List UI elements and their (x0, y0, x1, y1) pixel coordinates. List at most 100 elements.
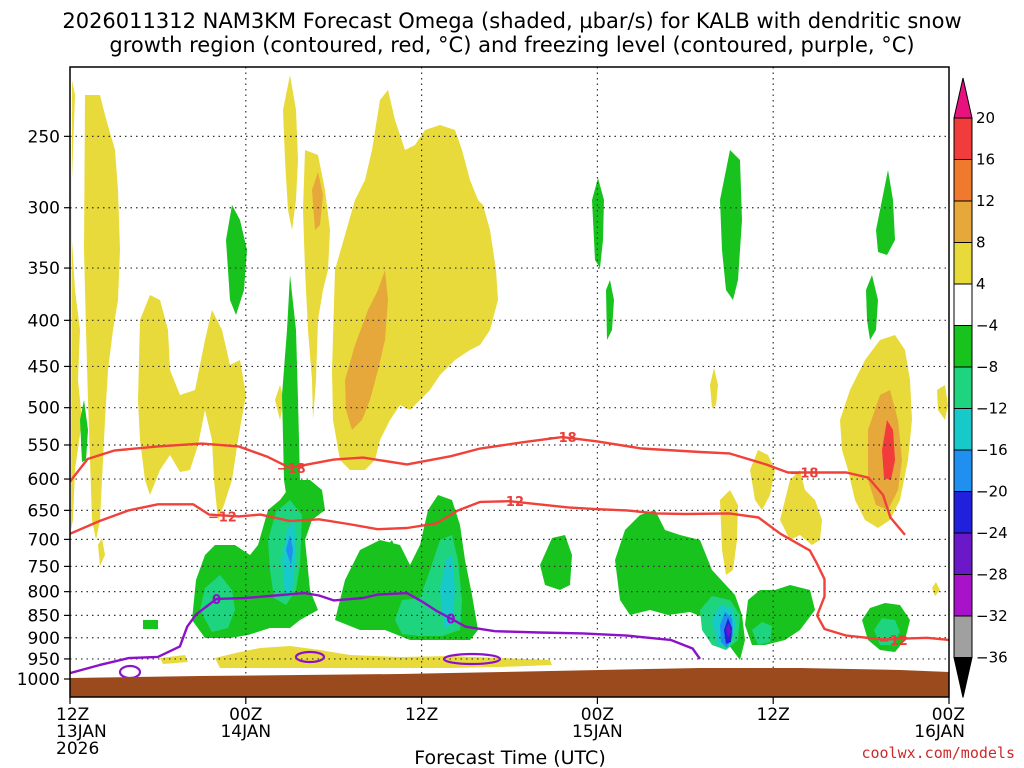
x-tick-label: 12Z (405, 705, 438, 725)
freezing-level-pocket (442, 652, 502, 666)
x-tick-label: 00Z (932, 705, 965, 725)
colorbar-tick-label: 16 (976, 151, 995, 169)
omega-region-teal-left (200, 575, 235, 632)
omega-region-yellow-small-1 (275, 385, 284, 420)
colorbar-tick-label: 12 (976, 192, 995, 210)
y-tick-label: 600 (28, 470, 60, 490)
omega-region-cyan-core-2 (440, 555, 455, 628)
colorbar-bin (953, 283, 973, 326)
x-tick-label: 16JAN (914, 722, 965, 742)
colorbar-tick-label: −8 (976, 358, 998, 376)
omega-region-green-upper-mid (592, 178, 604, 268)
colorbar-bin (953, 532, 973, 575)
y-tick-label: 1000 (17, 670, 60, 690)
omega-region-purple-core (726, 623, 731, 638)
omega-region-green-upper-left (80, 400, 88, 462)
colorbar-tick-label: 20 (976, 109, 995, 127)
colorbar-bin (953, 449, 973, 492)
colorbar-bin (953, 117, 973, 160)
omega-region-green-small-left (143, 620, 158, 629)
contour-label: −12 (879, 634, 908, 649)
y-tick-label: 900 (28, 629, 60, 649)
y-tick-label: 650 (28, 501, 60, 521)
y-tick-label: 300 (28, 199, 60, 219)
colorbar-tick-label: −4 (976, 317, 998, 335)
terrain (70, 668, 949, 697)
colorbar-bin (953, 491, 973, 534)
colorbar-bin (953, 242, 973, 285)
contour-minus18 (70, 435, 906, 536)
omega-region-yellow-spike-1 (283, 75, 298, 230)
x-tick-label: 12Z (757, 705, 790, 725)
chart-title-line-2: growth region (contoured, red, °C) and f… (109, 33, 914, 57)
contour-lines: −18 −18 −18 −12 −12 −12 0 0 (70, 431, 949, 680)
omega-region-green-blob-1 (540, 535, 572, 590)
contour-label: −18 (277, 462, 306, 477)
colorbar-tick-label: −20 (976, 483, 1008, 501)
y-tick-label: 500 (28, 399, 60, 419)
y-tick-label: 550 (28, 436, 60, 456)
x-tick-label: 2026 (56, 739, 99, 759)
y-tick-label: 350 (28, 259, 60, 279)
colorbar-bin-top (953, 77, 973, 119)
x-tick-label: 13JAN (56, 722, 107, 742)
y-tick-label: 750 (28, 557, 60, 577)
x-axis-title: Forecast Time (UTC) (414, 747, 605, 768)
credit-text: coolwx.com/models (861, 744, 1015, 762)
colorbar-bin (953, 408, 973, 451)
omega-region-yellow-column-2 (303, 150, 330, 420)
colorbar-tick-label: 4 (976, 275, 986, 293)
freezing-level-pocket (294, 650, 326, 664)
x-tick-label: 14JAN (220, 722, 271, 742)
contour-label: −12 (495, 495, 524, 510)
omega-region-yellow-tall-column-left (84, 95, 120, 540)
y-tick-label: 450 (28, 357, 60, 377)
omega-region-blue-core-1 (286, 535, 293, 565)
colorbar-bin (953, 574, 973, 617)
colorbar-tick-label: −36 (976, 649, 1008, 667)
y-tick-label: 800 (28, 583, 60, 603)
x-tick-label: 00Z (229, 705, 262, 725)
x-tick-label: 15JAN (572, 722, 623, 742)
omega-region-yellow-upper-left (71, 80, 82, 530)
y-tick-label: 400 (28, 311, 60, 331)
omega-region-yellow-right-2 (780, 470, 822, 545)
contour-0 (70, 591, 701, 675)
colorbar-bin (953, 200, 973, 243)
colorbar-tick-label: −32 (976, 607, 1008, 625)
omega-region-yellow-right-4 (710, 368, 718, 408)
omega-region-yellow-right-7 (932, 582, 940, 596)
omega-region-red-right-core (882, 420, 895, 480)
omega-region-orange-spike-1 (312, 172, 323, 230)
contour-label: −18 (789, 466, 818, 481)
x-tick-label: 00Z (581, 705, 614, 725)
y-tick-label: 250 (28, 127, 60, 147)
omega-region-yellow-right-5 (720, 490, 738, 575)
contour-label: −12 (208, 510, 237, 525)
y-tick-label: 950 (28, 650, 60, 670)
colorbar-bin (953, 159, 973, 202)
colorbar-tick-label: −28 (976, 566, 1008, 584)
omega-region-yellow-right-6 (937, 385, 948, 420)
colorbar: 20 16 12 8 4 −4 −8 −12 −16 −20 −24 −28 −32 −36 (953, 77, 1008, 698)
omega-region-green-upper-right-1 (720, 150, 742, 300)
plot-frame (69, 66, 950, 698)
colorbar-tick-label: −24 (976, 524, 1008, 542)
colorbar-tick-label: −16 (976, 441, 1008, 459)
omega-region-yellow-small-low (98, 538, 105, 566)
colorbar-bin-bottom (953, 657, 973, 698)
y-axis: 250 300 350 400 450 500 550 600 650 700 750 800 850 9… (17, 127, 70, 690)
y-tick-label: 850 (28, 606, 60, 626)
x-tick-label: 12Z (56, 705, 89, 725)
colorbar-bin (953, 366, 973, 409)
contour-minus12 (70, 500, 949, 642)
omega-region-green-upper-right-2 (876, 170, 895, 255)
omega-region-green-small-mid (385, 540, 398, 560)
contour-label: 0 (212, 593, 221, 608)
omega-region-green-upper-mid-2 (606, 280, 614, 340)
omega-region-orange-core-2 (345, 270, 388, 430)
colorbar-tick-label: −12 (976, 400, 1008, 418)
contour-label: 0 (446, 613, 455, 628)
